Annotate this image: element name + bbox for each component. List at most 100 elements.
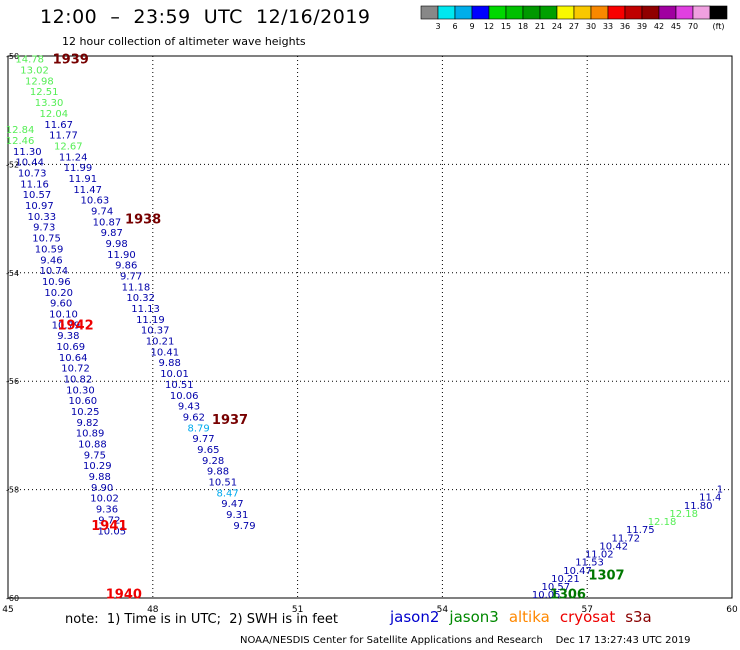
wave-height-label: 13.02 bbox=[20, 66, 49, 77]
wave-height-label: 10.05 bbox=[532, 590, 561, 601]
time-label: 1941 bbox=[91, 519, 127, 534]
wave-height-label: 9.88 bbox=[89, 472, 111, 483]
legend-swatch bbox=[454, 5, 473, 20]
wave-height-label: 10.44 bbox=[15, 158, 44, 169]
y-tick-label: -60 bbox=[6, 594, 19, 603]
wave-height-label: 10.02 bbox=[90, 494, 119, 505]
legend-swatch bbox=[692, 5, 711, 20]
time-label: 1938 bbox=[125, 213, 161, 228]
wave-height-label: 10.32 bbox=[126, 293, 155, 304]
legend-swatch bbox=[539, 5, 558, 20]
wave-height-label: 9.28 bbox=[202, 456, 224, 467]
time-label: 1942 bbox=[57, 318, 93, 333]
legend-swatch bbox=[471, 5, 490, 20]
wave-height-label: 11.90 bbox=[107, 250, 136, 261]
wave-height-label: 9.36 bbox=[96, 505, 118, 516]
legend-swatch-label: 30 bbox=[586, 22, 596, 31]
legend-swatch bbox=[658, 5, 677, 20]
legend-swatch-label: 12 bbox=[484, 22, 494, 31]
chart-subtitle: 12 hour collection of altimeter wave hei… bbox=[62, 35, 306, 48]
wave-height-label: 10.51 bbox=[165, 380, 194, 391]
wave-height-label: 11.16 bbox=[20, 179, 49, 190]
wave-height-label: 9.88 bbox=[159, 358, 181, 369]
wave-height-label: 10.37 bbox=[141, 326, 170, 337]
wave-height-label: 9.60 bbox=[50, 299, 72, 310]
wave-height-label: 12.67 bbox=[54, 141, 83, 152]
legend-swatch-label: 6 bbox=[452, 22, 457, 31]
wave-height-label: 10.57 bbox=[23, 190, 52, 201]
wave-height-label: 11.99 bbox=[64, 163, 93, 174]
wave-height-label: 10.75 bbox=[32, 234, 61, 245]
legend-swatch-label: (ft) bbox=[712, 22, 724, 31]
wave-height-label: 10.21 bbox=[146, 337, 175, 348]
wave-height-label: 10.74 bbox=[40, 266, 69, 277]
wave-height-label: 11.02 bbox=[585, 550, 614, 561]
legend-swatch-label: 45 bbox=[671, 22, 681, 31]
time-label: 1937 bbox=[212, 413, 248, 428]
wave-height-label: 10.05 bbox=[97, 526, 126, 537]
wave-height-label: 10.33 bbox=[27, 212, 56, 223]
legend-swatch-label: 24 bbox=[552, 22, 562, 31]
legend-swatch-label: 33 bbox=[603, 22, 613, 31]
time-label: 1940 bbox=[106, 588, 142, 603]
y-tick-label: -56 bbox=[6, 377, 19, 386]
wave-height-label: 8.79 bbox=[188, 423, 210, 434]
wave-height-label: 9.65 bbox=[197, 445, 219, 456]
wave-height-label: 10.96 bbox=[42, 277, 71, 288]
legend-swatch-label: 18 bbox=[518, 22, 528, 31]
wave-height-label: 10.21 bbox=[551, 574, 580, 585]
wave-height-label: 10.41 bbox=[151, 347, 180, 358]
wave-height-label: 10.01 bbox=[160, 369, 189, 380]
wave-height-label: 1 bbox=[717, 485, 723, 496]
wave-height-label: 9.77 bbox=[192, 434, 214, 445]
wave-height-label: 13.30 bbox=[35, 98, 64, 109]
y-tick-label: -50 bbox=[6, 52, 19, 61]
satellite-legend: jason2 jason3 altika cryosat s3a bbox=[390, 608, 662, 626]
legend-swatch bbox=[709, 5, 728, 20]
x-tick-label: 60 bbox=[726, 605, 738, 615]
satellite-name: jason2 bbox=[390, 608, 440, 626]
wave-height-label: 8.47 bbox=[216, 488, 238, 499]
wave-height-label: 10.30 bbox=[66, 385, 95, 396]
x-tick-label: 48 bbox=[147, 605, 159, 615]
wave-height-label: 10.42 bbox=[599, 541, 628, 552]
legend-swatch bbox=[522, 5, 541, 20]
footer-note: note: 1) Time is in UTC; 2) SWH is in fe… bbox=[65, 612, 338, 627]
wave-height-label: 12.84 bbox=[6, 125, 35, 136]
wave-height-label: 11.67 bbox=[44, 120, 73, 131]
legend-swatch-label: 70 bbox=[688, 22, 698, 31]
legend-swatch-label: 36 bbox=[620, 22, 630, 31]
wave-height-label: 10.60 bbox=[68, 396, 97, 407]
wave-height-label: 11.4 bbox=[699, 493, 721, 504]
wave-height-label: 9.86 bbox=[115, 261, 137, 272]
chart-title: 12:00 – 23:59 UTC 12/16/2019 bbox=[40, 6, 371, 28]
wave-height-label: 11.13 bbox=[131, 304, 160, 315]
wave-height-label: 9.31 bbox=[226, 510, 248, 521]
wave-height-label: 9.46 bbox=[40, 255, 62, 266]
wave-height-label: 9.98 bbox=[105, 239, 127, 250]
wave-height-label: 9.88 bbox=[207, 467, 229, 478]
wave-height-label: 9.90 bbox=[91, 483, 113, 494]
wave-height-label: 10.89 bbox=[76, 429, 105, 440]
legend-swatch-label: 27 bbox=[569, 22, 579, 31]
y-tick-label: -58 bbox=[6, 486, 19, 495]
wave-height-label: 9.75 bbox=[84, 450, 106, 461]
wave-height-label: 10.29 bbox=[83, 461, 112, 472]
y-tick-label: -54 bbox=[6, 269, 19, 278]
footer-credit: NOAA/NESDIS Center for Satellite Applica… bbox=[240, 635, 691, 646]
wave-height-label: 10.57 bbox=[542, 582, 571, 593]
wave-height-label: 14.78 bbox=[15, 55, 44, 66]
wave-height-label: 11.24 bbox=[59, 152, 88, 163]
wave-height-label: 12.51 bbox=[30, 87, 59, 98]
satellite-name: cryosat bbox=[559, 608, 616, 626]
wave-height-label: 10.64 bbox=[59, 353, 88, 364]
legend-swatch bbox=[420, 5, 439, 20]
wave-height-label: 11.72 bbox=[611, 533, 640, 544]
legend-swatch bbox=[556, 5, 575, 20]
legend-swatch-label: 39 bbox=[637, 22, 647, 31]
wave-height-label: 10.20 bbox=[44, 288, 73, 299]
wave-height-label: 9.38 bbox=[57, 331, 79, 342]
wave-height-label: 12.18 bbox=[669, 509, 698, 520]
satellite-name: altika bbox=[508, 608, 550, 626]
legend-swatch bbox=[488, 5, 507, 20]
